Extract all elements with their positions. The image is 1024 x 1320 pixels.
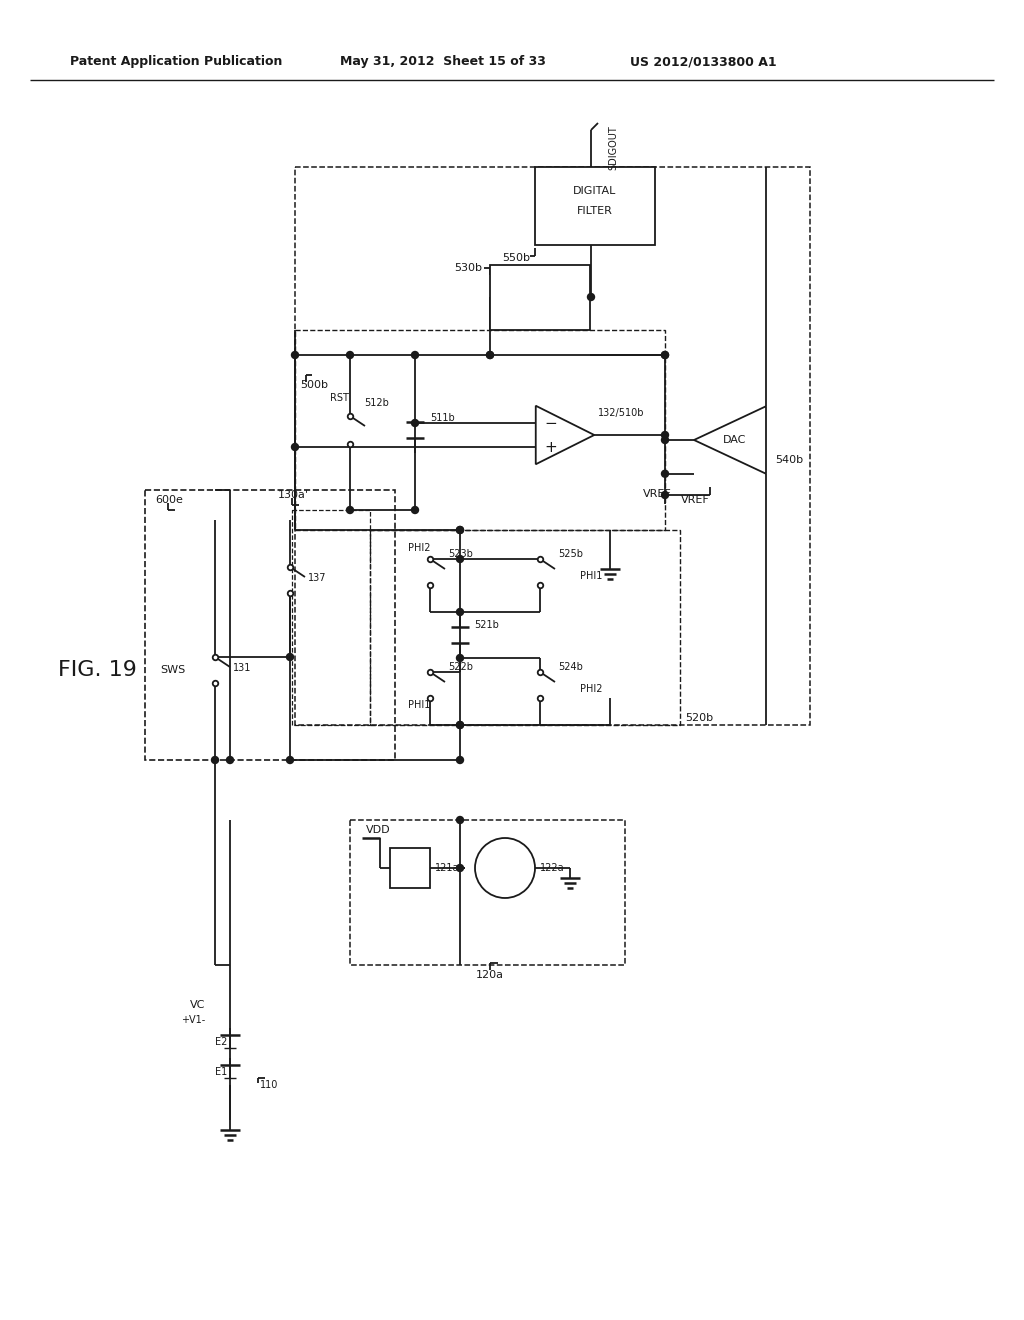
Text: 524b: 524b (558, 663, 583, 672)
Polygon shape (694, 407, 766, 474)
Circle shape (346, 507, 353, 513)
Text: VREF: VREF (681, 495, 710, 506)
Text: Patent Application Publication: Patent Application Publication (70, 55, 283, 69)
Circle shape (457, 527, 464, 533)
Circle shape (346, 351, 353, 359)
Circle shape (588, 293, 595, 301)
Text: 121a: 121a (435, 863, 460, 873)
Text: DAC: DAC (723, 436, 746, 445)
Text: 522b: 522b (449, 663, 473, 672)
Circle shape (662, 351, 669, 359)
Circle shape (287, 653, 294, 660)
Circle shape (486, 351, 494, 359)
Bar (350, 820, 625, 965)
Circle shape (486, 351, 494, 359)
Text: PHI2: PHI2 (408, 543, 430, 553)
Circle shape (457, 722, 464, 729)
Bar (370, 531, 680, 725)
Text: E2: E2 (215, 1038, 227, 1047)
Circle shape (212, 756, 218, 763)
Text: PHI2: PHI2 (580, 684, 602, 694)
Text: SDIGOUT: SDIGOUT (608, 125, 618, 170)
Text: 110: 110 (260, 1080, 279, 1090)
Text: 132/510b: 132/510b (598, 408, 645, 418)
Text: VC: VC (189, 1001, 205, 1010)
Text: 122a: 122a (540, 863, 564, 873)
Circle shape (457, 722, 464, 729)
Circle shape (412, 507, 419, 513)
Circle shape (457, 609, 464, 615)
Text: 511b: 511b (430, 413, 455, 422)
Text: SWS: SWS (160, 665, 185, 675)
Text: 521b: 521b (474, 620, 499, 630)
Text: US 2012/0133800 A1: US 2012/0133800 A1 (630, 55, 776, 69)
Circle shape (457, 655, 464, 661)
Circle shape (457, 756, 464, 763)
Bar (390, 847, 430, 888)
Circle shape (457, 527, 464, 533)
Text: 600e: 600e (155, 495, 183, 506)
Bar (295, 330, 665, 531)
Circle shape (662, 491, 669, 499)
Text: 512b: 512b (364, 399, 389, 408)
Text: 500b: 500b (300, 380, 328, 389)
Circle shape (412, 420, 419, 426)
Text: E1: E1 (215, 1067, 227, 1077)
Circle shape (662, 437, 669, 444)
Circle shape (292, 444, 299, 450)
Bar (145, 490, 395, 760)
Text: +: + (545, 440, 557, 454)
Circle shape (662, 470, 669, 478)
Text: VDD: VDD (366, 825, 390, 836)
Bar (490, 265, 590, 330)
Circle shape (457, 865, 464, 871)
Text: RST: RST (330, 393, 349, 403)
Circle shape (457, 556, 464, 562)
Bar (535, 168, 655, 246)
Circle shape (292, 351, 299, 359)
Polygon shape (536, 405, 594, 465)
Text: PHI1: PHI1 (408, 700, 430, 710)
Text: FIG. 19: FIG. 19 (58, 660, 137, 680)
Text: 120a: 120a (476, 970, 504, 979)
Text: 137: 137 (308, 573, 327, 583)
Text: 550b: 550b (502, 253, 530, 263)
Text: −: − (545, 416, 557, 430)
Circle shape (457, 817, 464, 824)
Text: May 31, 2012  Sheet 15 of 33: May 31, 2012 Sheet 15 of 33 (340, 55, 546, 69)
Circle shape (226, 756, 233, 763)
Circle shape (412, 351, 419, 359)
Text: +V1-: +V1- (181, 1015, 205, 1026)
Text: 131: 131 (233, 663, 251, 673)
Text: 530b: 530b (454, 263, 482, 273)
Bar (292, 510, 370, 725)
Text: VREF: VREF (643, 488, 672, 499)
Text: 525b: 525b (558, 549, 583, 558)
Bar (295, 168, 810, 725)
Text: 523b: 523b (449, 549, 473, 558)
Text: 130a': 130a' (278, 490, 309, 500)
Text: PHI1: PHI1 (580, 572, 602, 581)
Text: 540b: 540b (775, 455, 803, 465)
Text: 520b: 520b (685, 713, 713, 723)
Text: DIGITAL: DIGITAL (573, 186, 616, 195)
Circle shape (662, 432, 669, 438)
Circle shape (662, 351, 669, 359)
Text: FILTER: FILTER (578, 206, 613, 216)
Circle shape (287, 756, 294, 763)
